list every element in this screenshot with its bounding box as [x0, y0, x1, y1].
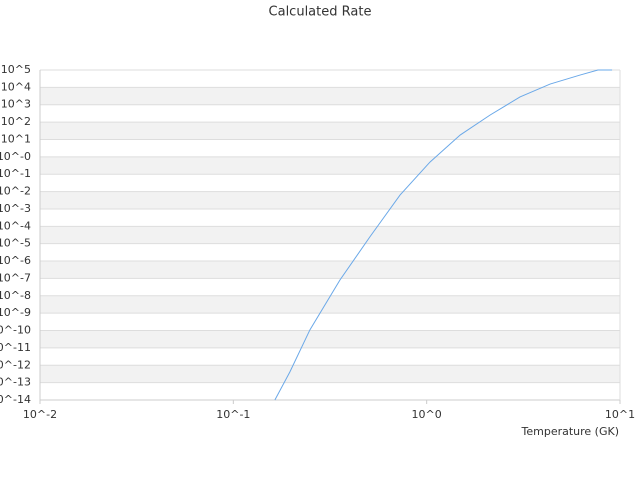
grid-band	[40, 191, 620, 209]
y-tick-label: 10^-8	[0, 289, 31, 302]
chart-title: Calculated Rate	[269, 5, 372, 20]
y-tick-label: 10^-11	[0, 341, 31, 354]
grid-band	[40, 261, 620, 279]
y-tick-label: 10^-3	[0, 202, 31, 215]
y-tick-label: 10^1	[1, 132, 31, 145]
y-tick-label: 10^-14	[0, 393, 31, 406]
y-tick-label: 10^2	[1, 115, 31, 128]
y-tick-label: 10^-7	[0, 271, 31, 284]
y-tick-label: 10^-10	[0, 324, 31, 337]
y-tick-label: 10^-9	[0, 306, 31, 319]
grid-band	[40, 330, 620, 348]
x-tick-label: 10^-2	[23, 408, 57, 421]
y-tick-label: 10^4	[1, 80, 31, 93]
y-tick-label: 10^-12	[0, 358, 31, 371]
y-tick-label: 10^-0	[0, 150, 31, 163]
y-tick-label: 10^-4	[0, 219, 31, 232]
y-tick-label: 10^-13	[0, 376, 31, 389]
grid-band	[40, 365, 620, 383]
data-line	[274, 69, 613, 401]
grid-band	[40, 87, 620, 105]
grid-band	[40, 226, 620, 244]
y-tick-label: 10^-1	[0, 167, 31, 180]
x-tick-label: 10^0	[412, 408, 442, 421]
y-tick-label: 10^-2	[0, 185, 31, 198]
y-tick-label: 10^-5	[0, 237, 31, 250]
y-tick-label: 10^-6	[0, 254, 31, 267]
grid-band	[40, 156, 620, 175]
y-tick-label: 10^5	[1, 63, 31, 76]
x-tick-label: 10^-1	[216, 408, 250, 421]
grid-band	[40, 295, 620, 314]
grid-band	[40, 122, 620, 140]
x-tick-label: 10^1	[605, 408, 635, 421]
x-axis-label: Temperature (GK)	[521, 425, 620, 438]
y-tick-label: 10^3	[1, 98, 31, 111]
